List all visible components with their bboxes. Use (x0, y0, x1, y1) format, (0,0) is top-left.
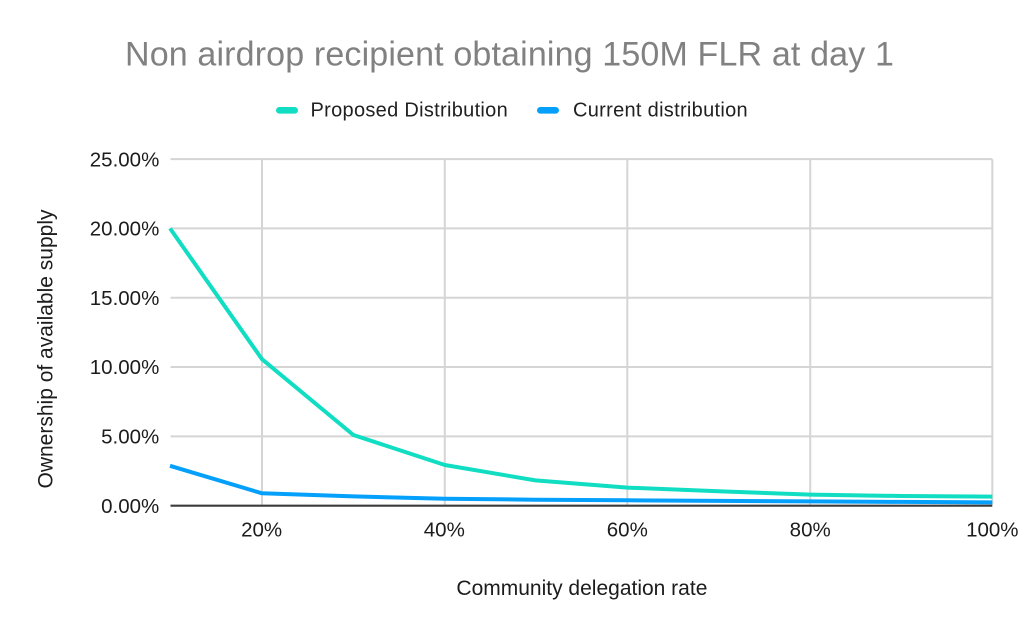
svg-text:60%: 60% (607, 518, 648, 541)
svg-text:20%: 20% (241, 518, 282, 541)
svg-text:100%: 100% (966, 518, 1018, 541)
svg-text:5.00%: 5.00% (101, 426, 159, 449)
svg-text:Proposed Distribution: Proposed Distribution (311, 100, 509, 122)
svg-text:20.00%: 20.00% (90, 218, 160, 241)
svg-text:0.00%: 0.00% (101, 495, 159, 518)
svg-text:Community delegation rate: Community delegation rate (456, 577, 707, 600)
svg-text:Ownership of available supply: Ownership of available supply (35, 209, 58, 488)
svg-text:10.00%: 10.00% (90, 356, 160, 379)
svg-text:25.00%: 25.00% (90, 148, 160, 171)
svg-text:Current distribution: Current distribution (573, 100, 748, 122)
svg-text:Non airdrop recipient obtainin: Non airdrop recipient obtaining 150M FLR… (125, 35, 894, 73)
svg-text:80%: 80% (790, 518, 831, 541)
svg-text:40%: 40% (424, 518, 465, 541)
svg-text:15.00%: 15.00% (90, 287, 160, 310)
